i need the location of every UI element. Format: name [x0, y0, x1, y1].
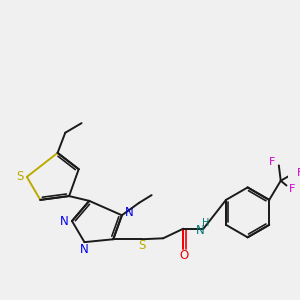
Text: H: H: [202, 218, 209, 228]
Text: F: F: [297, 168, 300, 178]
Text: N: N: [60, 214, 69, 227]
Text: N: N: [80, 243, 89, 256]
Text: F: F: [269, 157, 275, 166]
Text: F: F: [289, 184, 296, 194]
Text: S: S: [138, 239, 146, 253]
Text: S: S: [16, 170, 24, 183]
Text: N: N: [196, 224, 205, 237]
Text: N: N: [125, 206, 134, 219]
Text: O: O: [180, 249, 189, 262]
